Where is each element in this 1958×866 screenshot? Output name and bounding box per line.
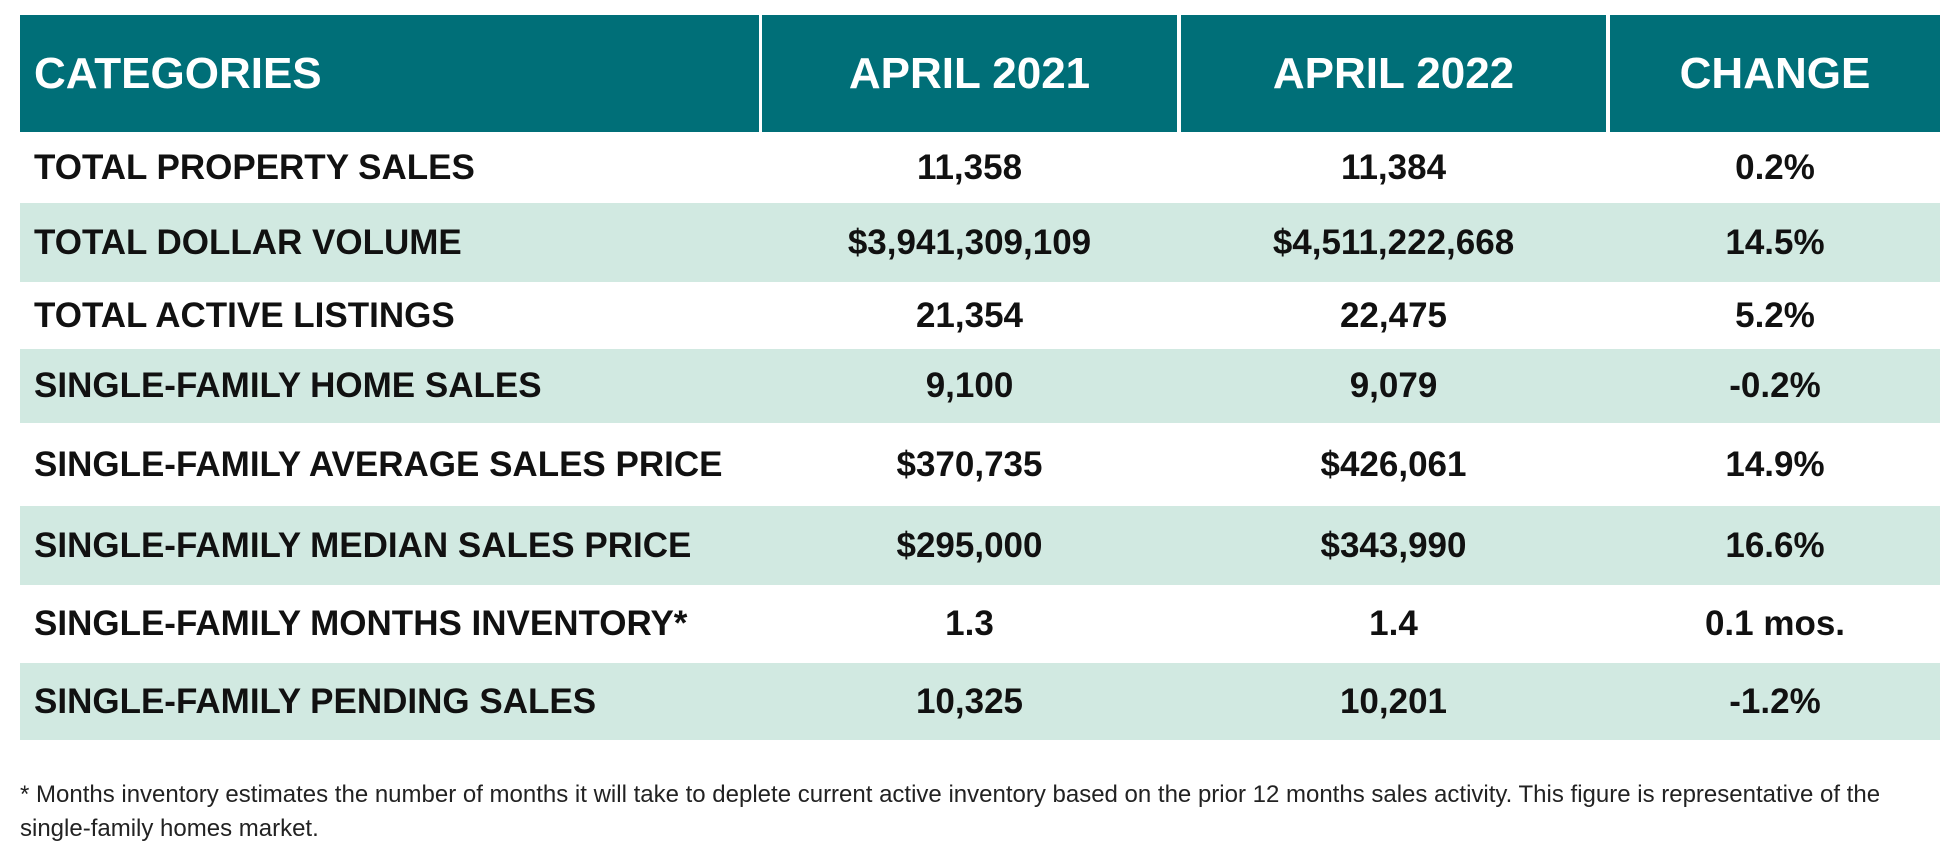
- row-label: TOTAL ACTIVE LISTINGS: [34, 295, 455, 335]
- row-band: [20, 203, 1940, 282]
- cell-value: 22,475: [1339, 295, 1448, 335]
- cell-value: 5.2%: [1735, 295, 1815, 335]
- cell-value: 1.4: [1369, 604, 1418, 643]
- cell-value: 16.6%: [1725, 525, 1825, 565]
- cell-value: 10,201: [1339, 681, 1448, 721]
- cell-value: 14.9%: [1725, 444, 1825, 484]
- cell-value: $343,990: [1320, 525, 1467, 565]
- cell-value: 14.5%: [1725, 222, 1825, 262]
- row-label: TOTAL PROPERTY SALES: [34, 147, 475, 187]
- row-band: [20, 663, 1940, 740]
- cell-value: 11,358: [916, 147, 1023, 187]
- row-band: [20, 506, 1940, 585]
- footnote: * Months inventory estimates the number …: [20, 781, 1881, 842]
- row-label: TOTAL DOLLAR VOLUME: [34, 222, 462, 262]
- row-band: [20, 349, 1940, 423]
- row-label: SINGLE-FAMILY MEDIAN SALES PRICE: [34, 525, 692, 565]
- cell-value: $426,061: [1320, 444, 1467, 484]
- row-label: SINGLE-FAMILY PENDING SALES: [34, 681, 597, 721]
- cell-value: -0.2%: [1729, 366, 1821, 405]
- row-label: SINGLE-FAMILY MONTHS INVENTORY*: [34, 604, 688, 643]
- cell-value: $295,000: [896, 525, 1043, 565]
- cell-value: 10,325: [915, 681, 1024, 721]
- cell-value: 0.2%: [1735, 147, 1815, 187]
- cell-value: 11,384: [1340, 147, 1447, 187]
- cell-value: $370,735: [896, 444, 1043, 484]
- header-cell: CATEGORIES: [20, 15, 759, 132]
- cell-value: 0.1 mos.: [1704, 604, 1846, 643]
- header-cell: CHANGE: [1610, 15, 1940, 132]
- row-label: SINGLE-FAMILY HOME SALES: [34, 366, 542, 405]
- cell-value: $3,941,309,109: [847, 222, 1092, 262]
- cell-value: 1.3: [945, 604, 994, 643]
- row-label: SINGLE-FAMILY AVERAGE SALES PRICE: [34, 444, 723, 484]
- cell-value: 9,079: [1349, 366, 1438, 405]
- cell-value: -1.2%: [1729, 681, 1821, 721]
- cell-value: 9,100: [925, 366, 1014, 405]
- cell-value: $4,511,222,668: [1272, 222, 1515, 262]
- header-cell: APRIL 2022: [1181, 15, 1606, 132]
- cell-value: 21,354: [915, 295, 1024, 335]
- header-cell: APRIL 2021: [762, 15, 1177, 132]
